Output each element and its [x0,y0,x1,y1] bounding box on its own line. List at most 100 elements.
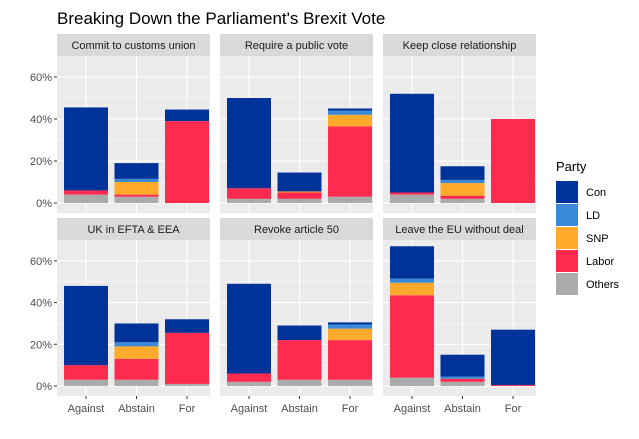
legend-title: Party [556,159,587,174]
bar-against-con [227,98,271,189]
y-tick-label: 0% [36,198,52,210]
bar-against-others [390,194,434,203]
bar-for-snp [328,114,372,127]
bar-for-labor [491,119,535,203]
facet-strip-label: Require a public vote [245,40,348,52]
bar-against-others [64,194,108,203]
x-tick-label: Abstain [281,403,318,415]
facet-strip-label: Leave the EU without deal [395,224,523,236]
bar-abstain-others [114,379,159,386]
legend-label-labor: Labor [586,256,614,268]
bar-abstain-snp [440,183,485,196]
bar-against-labor [64,190,108,195]
bar-abstain-others [440,198,485,203]
facet-strip [383,34,536,56]
y-tick-label: 0% [36,381,52,393]
bar-for-con [165,109,209,122]
bar-abstain-labor [114,358,159,380]
bar-abstain-con [114,323,159,343]
x-tick-label: Against [68,403,105,415]
bar-against-con [390,246,434,279]
bar-for-labor [165,332,209,384]
legend-label-snp: SNP [586,233,609,245]
bar-for-con [165,319,209,333]
facet-uk-in-efta-eea: UK in EFTA & EEA 0% 20% 40% 60% Against Abstai… [30,218,210,415]
facet-strip-label: Revoke article 50 [254,224,339,236]
bar-against-con [64,285,108,366]
facet-commit-to-customs-union: Commit to customs union 0% 20% 40% 60% [30,34,210,213]
bar-abstain-ld [440,376,485,379]
x-tick-label: Against [231,403,268,415]
bar-for-con [328,108,372,111]
bar-for-snp [328,328,372,341]
bar-abstain-labor [277,340,322,380]
bar-against-labor [390,192,434,195]
bar-abstain-labor [277,192,322,199]
legend-key-ld [556,204,578,226]
legend: Party Con LD SNP Labor Others [556,159,620,295]
legend-key-labor [556,250,578,272]
bar-against-others [227,381,271,386]
facet-revoke-article-50: Revoke article 50 Against Abstain For [220,218,373,415]
bar-for-labor [491,384,535,386]
bar-for-others [328,196,372,203]
facet-strip [57,34,210,56]
bar-against-ld [390,278,434,283]
bar-against-labor [64,365,108,380]
bar-abstain-ld [440,179,485,184]
bar-against-con [390,93,434,193]
bar-abstain-labor [440,195,485,199]
bar-against-labor [227,188,271,199]
facet-strip-label: UK in EFTA & EEA [87,224,180,236]
bar-against-labor [390,295,434,378]
x-tick-label: Abstain [444,403,481,415]
y-tick-label: 60% [30,256,52,268]
facet-strip-label: Commit to customs union [71,40,195,52]
bar-against-labor [227,373,271,382]
y-tick-label: 40% [30,114,52,126]
bar-abstain-con [277,172,322,192]
bar-abstain-others [277,198,322,203]
bar-abstain-snp [114,346,159,359]
facet-grid: Commit to customs union 0% 20% 40% 60% Requir… [30,34,536,415]
facet-leave-the-eu-without-deal: Leave the EU without deal Against Abstain F… [383,218,536,415]
chart-title: Breaking Down the Parliament's Brexit Vo… [57,9,385,28]
legend-key-snp [556,227,578,249]
facet-strip [220,34,373,56]
bar-for-labor [328,126,372,197]
bar-for-ld [328,324,372,329]
x-tick-label: For [342,403,359,415]
y-tick-label: 60% [30,72,52,84]
facet-require-a-public-vote: Require a public vote [220,34,373,213]
legend-label-con: Con [586,187,606,199]
legend-key-others [556,273,578,295]
y-tick-label: 20% [30,156,52,168]
facet-strip [57,218,210,240]
x-tick-label: For [505,403,522,415]
bar-abstain-others [277,379,322,386]
legend-label-others: Others [586,279,620,291]
bar-abstain-labor [440,378,485,382]
bar-against-con [227,283,271,374]
bar-for-labor [165,121,209,203]
bar-abstain-con [277,325,322,341]
bar-against-con [64,107,108,191]
bar-abstain-con [440,166,485,180]
bar-abstain-ld [114,342,159,347]
bar-abstain-labor [114,194,159,197]
bar-for-con [491,329,535,385]
bar-against-others [390,377,434,386]
bar-against-others [64,379,108,386]
legend-label-ld: LD [586,210,600,222]
bar-abstain-snp [114,182,159,195]
bar-for-others [328,379,372,386]
bar-abstain-ld [114,178,159,182]
bar-against-others [227,198,271,203]
x-tick-label: Against [394,403,431,415]
y-tick-label: 40% [30,298,52,310]
facet-strip [220,218,373,240]
bar-against-snp [390,282,434,296]
facet-strip-label: Keep close relationship [403,40,517,52]
legend-key-con [556,181,578,203]
